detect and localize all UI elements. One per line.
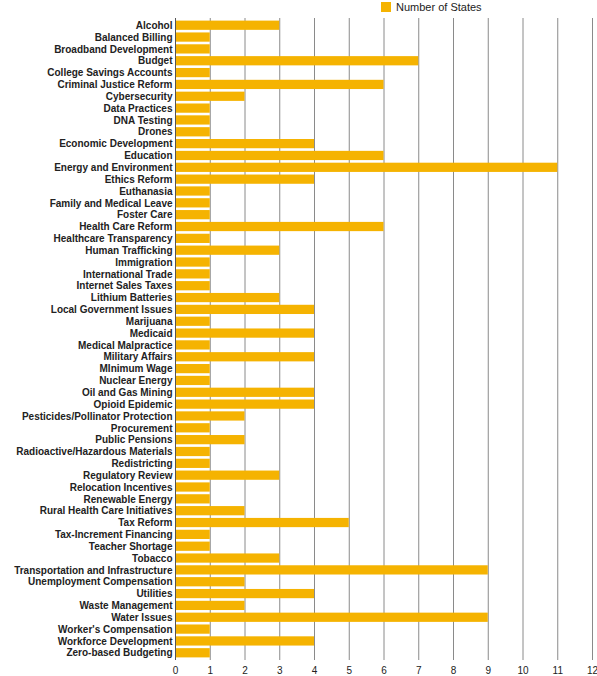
svg-text:Marijuana: Marijuana	[126, 316, 173, 327]
svg-text:Alcohol: Alcohol	[136, 20, 173, 31]
svg-text:4: 4	[312, 665, 318, 676]
svg-text:Unemployment Compensation: Unemployment Compensation	[28, 576, 172, 587]
svg-text:Redistricting: Redistricting	[111, 458, 172, 469]
svg-text:Budget: Budget	[138, 55, 173, 66]
svg-text:Health Care Reform: Health Care Reform	[79, 221, 172, 232]
html-text:Number of States: Number of States	[396, 1, 482, 13]
svg-text:Regulatory Review: Regulatory Review	[83, 470, 173, 481]
svg-text:10: 10	[517, 665, 529, 676]
svg-text:Education: Education	[124, 150, 172, 161]
svg-text:Utilities: Utilities	[136, 588, 173, 599]
svg-text:Zero-based Budgeting: Zero-based Budgeting	[66, 647, 172, 658]
svg-text:MInimum Wage: MInimum Wage	[100, 363, 173, 374]
svg-text:International Trade: International Trade	[83, 269, 173, 280]
svg-text:2: 2	[242, 665, 248, 676]
svg-text:Internet Sales Taxes: Internet Sales Taxes	[77, 280, 173, 291]
svg-text:Opioid Epidemic: Opioid Epidemic	[94, 399, 173, 410]
svg-text:Pesticides/Pollinator Protecti: Pesticides/Pollinator Protection	[22, 411, 173, 422]
svg-text:Broadband Development: Broadband Development	[54, 44, 173, 55]
svg-text:Tax Reform: Tax Reform	[118, 517, 172, 528]
svg-text:Worker's Compensation: Worker's Compensation	[58, 624, 172, 635]
svg-text:12: 12	[587, 665, 597, 676]
svg-text:Waste Management: Waste Management	[80, 600, 174, 611]
svg-text:0: 0	[173, 665, 179, 676]
svg-text:1: 1	[207, 665, 213, 676]
svg-text:Oil and Gas Mining: Oil and Gas Mining	[82, 387, 173, 398]
svg-text:Radioactive/Hazardous Material: Radioactive/Hazardous Materials	[16, 446, 173, 457]
svg-text:Immigration: Immigration	[115, 257, 172, 268]
svg-text:Relocation Incentives: Relocation Incentives	[70, 482, 173, 493]
svg-text:Cybersecurity: Cybersecurity	[106, 91, 173, 102]
svg-text:DNA Testing: DNA Testing	[114, 115, 173, 126]
svg-text:Ethics Reform: Ethics Reform	[105, 174, 173, 185]
svg-text:Local Government Issues: Local Government Issues	[51, 304, 173, 315]
svg-text:Military Affairs: Military Affairs	[103, 351, 173, 362]
svg-text:7: 7	[416, 665, 422, 676]
svg-text:9: 9	[485, 665, 491, 676]
svg-text:Lithium Batteries: Lithium Batteries	[91, 292, 173, 303]
svg-text:Balanced Billing: Balanced Billing	[95, 32, 173, 43]
svg-text:Public Pensions: Public Pensions	[95, 434, 173, 445]
svg-text:Tobacco: Tobacco	[132, 553, 172, 564]
svg-text:Energy and Environment: Energy and Environment	[54, 162, 173, 173]
svg-text:5: 5	[346, 665, 352, 676]
svg-text:Euthanasia: Euthanasia	[119, 186, 173, 197]
svg-text:Workforce Development: Workforce Development	[58, 636, 174, 647]
svg-text:Human Trafficking: Human Trafficking	[85, 245, 172, 256]
svg-text:College Savings Accounts: College Savings Accounts	[47, 67, 173, 78]
svg-text:Criminal Justice Reform: Criminal Justice Reform	[57, 79, 172, 90]
svg-text:Water Issues: Water Issues	[111, 612, 173, 623]
svg-text:Medicaid: Medicaid	[130, 328, 173, 339]
svg-text:Medical Malpractice: Medical Malpractice	[78, 340, 173, 351]
svg-text:Tax-Increment Financing: Tax-Increment Financing	[55, 529, 173, 540]
svg-text:11: 11	[553, 665, 564, 676]
svg-text:Family and Medical Leave: Family and Medical Leave	[50, 198, 173, 209]
svg-text:Nuclear Energy: Nuclear Energy	[99, 375, 173, 386]
svg-text:Healthcare Transparency: Healthcare Transparency	[54, 233, 173, 244]
svg-text:Teacher Shortage: Teacher Shortage	[89, 541, 173, 552]
svg-text:Foster Care: Foster Care	[117, 209, 173, 220]
svg-text:Economic Development: Economic Development	[59, 138, 173, 149]
svg-text:Drones: Drones	[138, 126, 173, 137]
svg-text:8: 8	[451, 665, 457, 676]
svg-text:6: 6	[381, 665, 387, 676]
svg-text:3: 3	[277, 665, 283, 676]
svg-text:Rural Health Care Initiatives: Rural Health Care Initiatives	[40, 505, 173, 516]
svg-text:Renewable Energy: Renewable Energy	[84, 494, 173, 505]
svg-text:Transportation and Infrastruct: Transportation and Infrastructure	[14, 565, 173, 576]
svg-text:Procurement: Procurement	[111, 423, 173, 434]
svg-text:Data Practices: Data Practices	[104, 103, 173, 114]
